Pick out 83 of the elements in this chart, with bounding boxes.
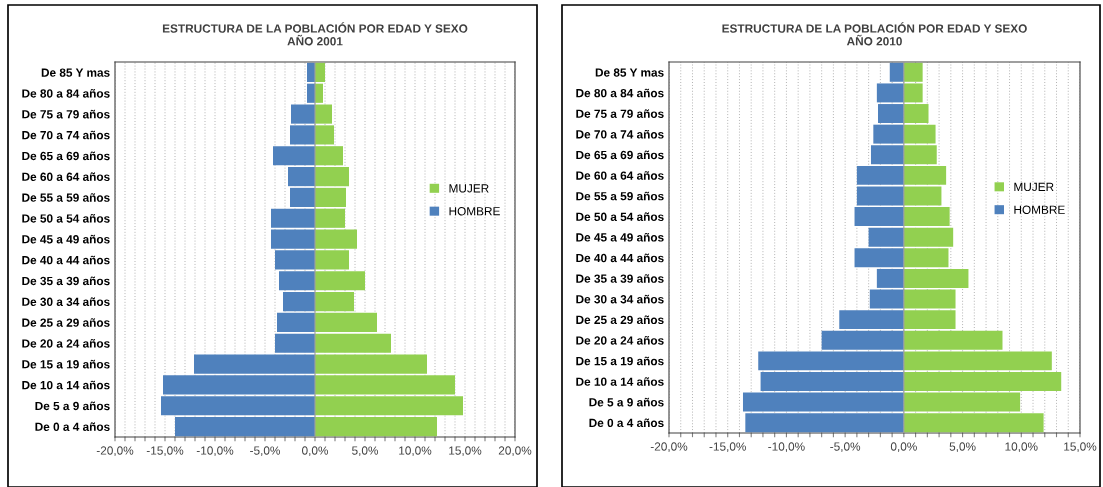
bar — [315, 333, 391, 353]
x-tick-label: 15,0% — [1064, 442, 1097, 453]
bar — [315, 187, 346, 207]
y-tick-label: De 40 a 44 años — [576, 253, 664, 263]
y-tick-label: De 50 a 54 años — [576, 212, 664, 221]
legend-label: HOMBRE — [449, 207, 500, 216]
bar — [277, 312, 315, 332]
y-tick-label: De 60 a 64 años — [22, 172, 110, 181]
y-tick-label: De 20 a 24 años — [22, 339, 110, 348]
bar — [315, 417, 437, 437]
y-tick-label: De 80 a 84 años — [576, 88, 664, 98]
legend-label: MUJER — [449, 184, 489, 193]
legend-label: HOMBRE — [1014, 205, 1065, 214]
x-tick-label: 0,0% — [890, 442, 917, 453]
bar — [279, 271, 315, 291]
bar — [283, 292, 315, 312]
y-tick-label: De 70 a 74 años — [22, 130, 110, 140]
y-tick-label: De 0 a 4 años — [589, 418, 664, 428]
y-tick-label: De 10 a 14 años — [576, 377, 664, 386]
chart-title: ESTRUCTURA DE LA POBLACIÓN POR EDAD Y SEXO AÑO 2010 — [722, 22, 1027, 46]
x-tick-label: 5,0% — [352, 446, 379, 457]
x-tick-label: -10,0% — [768, 442, 805, 453]
y-tick-label: De 35 a 39 años — [22, 276, 110, 286]
x-tick-label: 15,0% — [449, 446, 482, 457]
y-tick-label: De 40 a 44 años — [22, 255, 110, 265]
y-tick-label: De 60 a 64 años — [576, 171, 664, 180]
x-tick-label: -15,0% — [709, 442, 746, 453]
y-tick-label: De 25 a 29 años — [22, 318, 110, 327]
y-tick-label: De 10 a 14 años — [22, 380, 110, 390]
y-tick-label: De 20 a 24 años — [576, 336, 664, 345]
y-tick-label: De 50 a 54 años — [22, 214, 110, 223]
y-tick-label: De 15 a 19 años — [576, 356, 664, 366]
bar — [903, 268, 969, 288]
bar — [275, 333, 315, 353]
y-tick-label: De 55 a 59 años — [576, 191, 664, 201]
x-tick-label: 20,0% — [498, 446, 532, 457]
x-tick-label: -20,0% — [650, 442, 688, 453]
bar — [290, 187, 315, 207]
y-tick-label: De 65 a 69 años — [22, 151, 110, 161]
bar — [876, 268, 904, 288]
x-tick-label: -15,0% — [146, 446, 184, 457]
bar — [903, 371, 1062, 391]
bar — [315, 271, 365, 291]
x-tick-label: -5,0% — [250, 446, 280, 457]
bar — [175, 417, 315, 437]
y-tick-label: De 45 a 49 años — [22, 234, 110, 244]
y-tick-label: De 45 a 49 años — [576, 232, 664, 242]
y-tick-label: De 5 a 9 años — [35, 401, 110, 411]
y-tick-label: De 5 a 9 años — [589, 397, 664, 407]
y-tick-label: De 30 a 34 años — [22, 297, 110, 306]
y-tick-label: De 25 a 29 años — [576, 315, 664, 325]
y-tick-label: De 35 a 39 años — [576, 274, 664, 283]
y-tick-label: De 15 a 19 años — [22, 359, 110, 369]
x-tick-label: 5,0% — [949, 442, 976, 453]
bar — [903, 104, 929, 124]
y-tick-label: De 30 a 34 años — [576, 294, 664, 304]
x-tick-label: 10,0% — [399, 446, 432, 457]
bar — [315, 292, 354, 312]
x-tick-label: -10,0% — [196, 446, 234, 457]
x-tick-label: -20,0% — [96, 446, 134, 457]
y-tick-label: De 70 a 74 años — [576, 129, 664, 139]
chart-title: ESTRUCTURA DE LA POBLACIÓN POR EDAD Y SEXO AÑO 2001 — [162, 22, 468, 46]
y-tick-label: De 85 Y mas — [41, 68, 110, 77]
x-tick-label: 10,0% — [1005, 442, 1038, 453]
y-tick-label: De 75 a 79 años — [576, 109, 664, 118]
x-tick-label: 0,0% — [302, 446, 329, 457]
bar — [315, 208, 345, 228]
bar — [903, 207, 950, 227]
y-tick-label: De 75 a 79 años — [22, 109, 110, 119]
bar — [288, 167, 315, 187]
bar — [854, 207, 904, 227]
bar — [760, 371, 904, 391]
bar — [315, 167, 349, 187]
y-tick-label: De 0 a 4 años — [35, 422, 110, 431]
legend-label: MUJER — [1014, 182, 1054, 192]
bar — [315, 312, 377, 332]
bar — [878, 104, 904, 124]
y-tick-label: De 80 a 84 años — [22, 89, 110, 98]
y-tick-label: De 85 Y mas — [595, 68, 664, 77]
y-tick-label: De 65 a 69 años — [576, 150, 664, 160]
x-tick-label: -5,0% — [830, 442, 861, 453]
y-tick-label: De 55 a 59 años — [22, 193, 110, 202]
bar — [271, 208, 315, 228]
